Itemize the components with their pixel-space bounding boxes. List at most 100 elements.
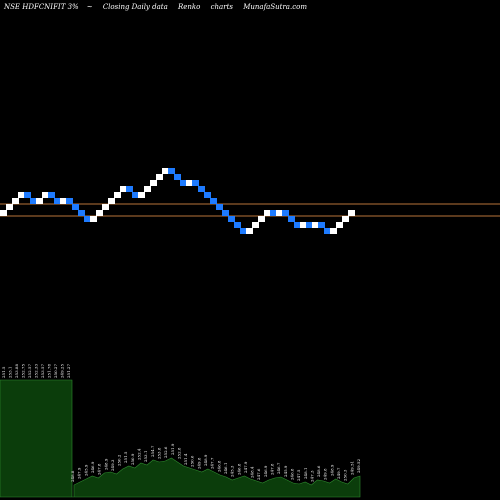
renko-brick (294, 222, 301, 228)
renko-brick (348, 210, 355, 216)
renko-brick (156, 174, 163, 180)
volume-value-label: 248.4 (250, 466, 255, 478)
renko-brick (330, 228, 337, 234)
renko-brick (192, 180, 199, 186)
volume-value-label: 247.6 (256, 468, 261, 480)
renko-brick (234, 222, 241, 228)
renko-brick (174, 174, 181, 180)
renko-brick (270, 210, 277, 216)
renko-brick (276, 210, 283, 216)
volume-value-label: 251.27 (66, 364, 71, 378)
renko-brick (24, 192, 31, 198)
renko-brick (288, 216, 295, 222)
renko-brick (150, 180, 157, 186)
renko-brick (210, 198, 217, 204)
volume-value-label: 249.3 (110, 459, 115, 471)
renko-brick (240, 228, 247, 234)
renko-brick (42, 192, 49, 198)
volume-value-label: 248.6 (316, 465, 321, 477)
volume-value-label: 246.7 (276, 462, 281, 474)
renko-brick (186, 180, 193, 186)
closing-label: Closing Daily data (102, 3, 168, 11)
volume-value-label: 252.57 (27, 364, 32, 378)
renko-brick (78, 210, 85, 216)
renko-brick (180, 180, 187, 186)
chart-header: NSE HDFCNIFIT 3% ~ Closing Daily data Ren… (4, 3, 315, 11)
volume-value-label: 245.3 (230, 465, 235, 477)
renko-brick (306, 222, 313, 228)
volume-value-label: 251.4 (183, 453, 188, 465)
volume-value-label: 247.8 (270, 463, 275, 475)
volume-value-label: 253.88 (14, 364, 19, 378)
volume-value-label: 247.9 (243, 461, 248, 473)
volume-value-label: 249.25 (60, 364, 65, 378)
volume-area (0, 379, 361, 498)
renko-brick (162, 168, 169, 174)
renko-brick (36, 198, 43, 204)
volume-value-label: 246.8 (236, 463, 241, 475)
renko-brick (54, 198, 61, 204)
renko-brick (252, 222, 259, 228)
volume-value-label: 248.1 (303, 468, 308, 479)
renko-brick (138, 192, 145, 198)
volume-value-label: 246.1 (223, 463, 228, 474)
volume-value-label: 247.5 (296, 469, 301, 481)
volume-value-label: 253.57 (40, 364, 45, 378)
renko-brick (48, 192, 55, 198)
volume-value-label: 253.8 (157, 447, 162, 459)
volume-value-label: 251.5 (123, 451, 128, 463)
volume-value-label: 250.27 (53, 364, 58, 378)
renko-brick (144, 186, 151, 192)
renko-brick (228, 216, 235, 222)
renko-brick (12, 198, 19, 204)
volume-value-label: 249.8 (196, 457, 201, 469)
renko-brick (84, 216, 91, 222)
volume-value-label: 250.2 (117, 454, 122, 466)
renko-brick (312, 222, 319, 228)
volume-value-label: 247.3 (309, 470, 314, 482)
volume-value-label: 251.78 (47, 364, 52, 378)
symbol-label: NSE HDFCNIFIT 3% (4, 3, 79, 11)
volume-value-label: 253.1 (8, 367, 13, 378)
volume-value-label: 248.9 (329, 464, 334, 476)
renko-brick (282, 210, 289, 216)
volume-value-label: 251.5 (1, 366, 6, 378)
volume-value-label: 247.8 (97, 463, 102, 475)
volume-value-label: 245.9 (283, 465, 288, 477)
volume-value-label: 252.75 (21, 364, 26, 378)
renko-brick (258, 216, 265, 222)
volume-value-label: 252.4 (137, 448, 142, 460)
renko-brick (18, 192, 25, 198)
volume-value-label: 251.9 (170, 443, 175, 455)
renko-brick (60, 198, 67, 204)
renko-brick (30, 198, 37, 204)
volume-value-label: 252.8 (176, 447, 181, 459)
renko-brick (318, 222, 325, 228)
renko-brick (66, 198, 73, 204)
volume-value-label: 246.8 (290, 468, 295, 480)
volume-value-label: 249.7 (336, 467, 341, 479)
tilde-label: ~ (86, 3, 93, 11)
renko-brick (300, 222, 307, 228)
volume-value-label: 246.8 (216, 460, 221, 472)
renko-brick (198, 186, 205, 192)
volume-value-label: 249.52 (356, 459, 361, 473)
renko-brick (0, 210, 7, 216)
renko-brick (72, 204, 79, 210)
volume-value-label: 254.7 (150, 445, 155, 457)
site-label: MunafaSutra.com (243, 3, 307, 11)
volume-value-label: 250.6 (190, 455, 195, 467)
volume-value-label: 252.33 (34, 364, 39, 378)
volume-value-label: 249.8 (323, 468, 328, 480)
renko-label: Renko (178, 3, 201, 11)
renko-brick (90, 216, 97, 222)
renko-brick (246, 228, 253, 234)
renko-brick (264, 210, 271, 216)
renko-brick (6, 204, 13, 210)
charts-label: charts (210, 3, 233, 11)
volume-value-label: 245.9 (83, 464, 88, 476)
renko-brick (204, 192, 211, 198)
renko-brick (222, 210, 229, 216)
volume-value-label: 248.9 (103, 458, 108, 470)
